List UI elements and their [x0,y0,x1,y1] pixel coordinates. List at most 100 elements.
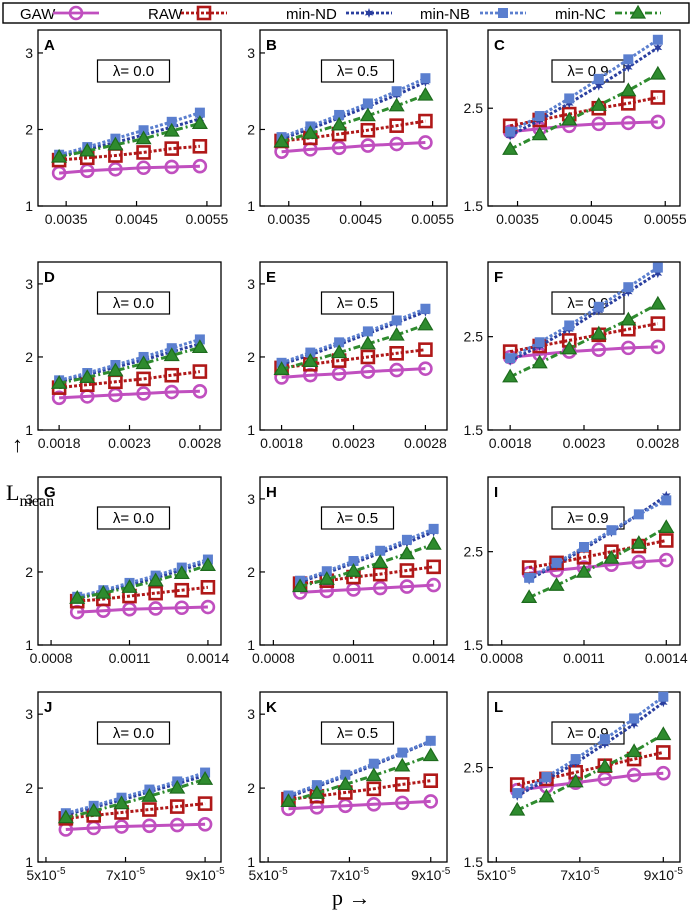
panel-letter: L [494,699,503,716]
data-point [95,584,112,599]
lambda-box [320,291,395,315]
data-point [389,136,404,152]
data-point [366,781,382,797]
panel-G: 1 2 3 0.0008 0.0011 0.0014 Gλ= 0.0 [25,476,230,666]
data-point [135,130,152,145]
data-point [649,295,666,310]
y-tick-label: 3 [25,491,33,507]
data-point [426,577,441,593]
x-tick-label: 0.0055 [186,211,229,227]
lambda-box [96,59,171,83]
data-point [142,818,157,834]
data-point [136,386,151,401]
data-point [650,90,666,105]
data-point [163,122,180,137]
y-tick-label: 1.5 [464,198,484,214]
y-tick-label: 3 [25,45,33,61]
x-tick-label: 0.0014 [412,650,455,666]
lambda-label: λ= 0.9 [567,725,608,742]
data-point [51,390,67,406]
x-tick-label: 0.0023 [563,435,606,451]
panel-J: 1 2 3 5x10-5 7x10-5 9x10-5 Jλ= 0.0 [25,691,225,883]
panel-letter: I [494,484,498,501]
lambda-box [96,291,171,315]
data-point [621,340,636,356]
y-tick-label: 2 [25,121,33,137]
data-point [142,802,157,817]
data-point [425,536,442,550]
data-point [192,364,208,379]
x-tick-label: 0.0045 [570,211,613,227]
data-point [319,583,335,599]
data-point [164,159,180,175]
y-tick-label: 2.5 [464,760,484,776]
data-point [630,535,647,549]
data-point [280,793,297,807]
data-point [418,342,433,357]
panel-E: 1 2 3 0.0018 0.0023 0.0028 Eλ= 0.5 [247,261,448,451]
panel-frame [259,29,448,207]
x-tick-label: 9x10-5 [185,866,225,883]
data-point [631,554,647,570]
x-tick-label: 0.0055 [411,211,454,227]
data-point [594,80,604,91]
data-point [394,757,411,772]
series-line [300,583,434,594]
x-tick-label: 0.0035 [267,211,310,227]
series-line [65,777,206,820]
y-tick-label: 3 [25,276,33,292]
data-point [362,326,373,337]
data-point [273,361,290,375]
x-tick-label: 0.0028 [178,435,221,451]
panel-D: 1 2 3 0.0018 0.0023 0.0028 Dλ= 0.0 [25,261,222,451]
data-point [620,82,637,97]
data-point [148,601,163,616]
data-point [650,316,666,331]
panel-frame [37,29,222,207]
series-min-nb [54,334,205,386]
x-tick-label: 0.0018 [38,435,81,451]
data-point [653,42,663,53]
data-point [359,107,376,122]
y-tick-label: 3 [247,491,255,507]
legend: GAW RAW min-ND min-NB min-NC [2,2,690,24]
series-line [299,542,435,589]
data-point [121,579,138,593]
series-min-nc [69,557,216,604]
data-point [570,754,581,765]
series-min-nc [273,316,434,375]
panel-letter: G [44,484,56,501]
panel-A: 1 2 3 0.0035 0.0045 0.0055 Aλ= 0.0 [25,29,229,227]
data-point [567,773,584,788]
y-tick-label: 2 [25,564,33,580]
series-line [509,72,659,151]
data-point [166,116,177,127]
data-point [308,785,325,799]
series-line [65,822,206,831]
x-tick-label: 0.0045 [339,211,382,227]
data-point [51,148,68,163]
series-line [281,323,426,371]
legend-item-min-nc: min-NC [555,4,661,23]
data-point [338,798,353,814]
panel-frame [37,691,222,863]
data-point [197,817,213,832]
x-tick-label: 0.0011 [109,650,151,666]
lambda-label: λ= 0.5 [337,510,378,527]
data-point [418,361,433,376]
data-point [79,142,96,157]
lambda-label: λ= 0.0 [113,725,154,742]
data-point [360,349,376,365]
data-point [658,519,675,534]
panel-B: 1 2 3 0.0035 0.0045 0.0055 Bλ= 0.5 [247,29,454,227]
lambda-label: λ= 0.5 [337,63,378,80]
data-point [141,788,158,802]
data-point [629,713,640,724]
data-point [340,769,351,780]
y-tick-label: 2 [247,121,255,137]
y-tick-label: 1 [247,422,255,438]
data-point [551,557,562,568]
y-tick-label: 2 [25,349,33,365]
panel-K: 1 2 3 5x10-5 7x10-5 9x10-5 Kλ= 0.5 [247,691,451,883]
